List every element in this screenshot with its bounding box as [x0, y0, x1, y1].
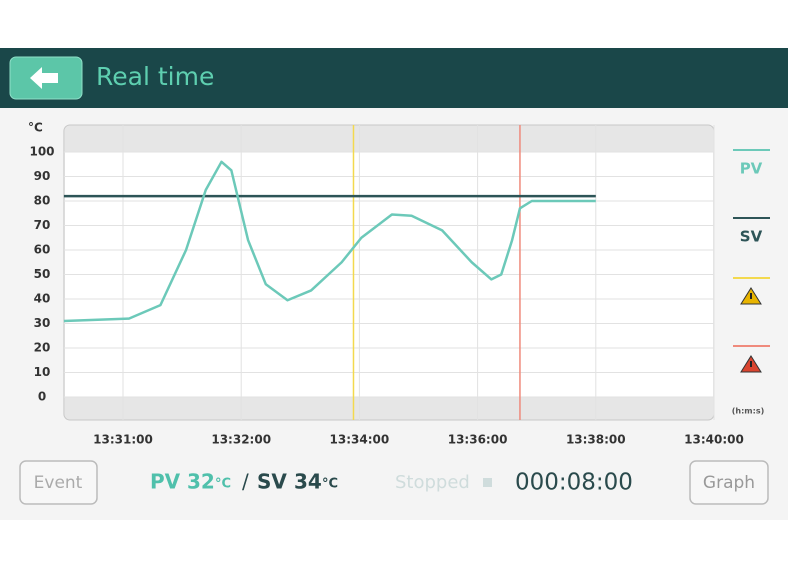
- y-tick-label: 90: [34, 169, 51, 183]
- x-tick-label: 13:31:00: [93, 433, 153, 447]
- series-line: [63, 160, 596, 323]
- x-tick-label: 13:38:00: [566, 433, 626, 447]
- timer: 000:08:00: [515, 470, 633, 496]
- y-tick-label: 80: [34, 194, 51, 208]
- y-tick-label: 10: [34, 365, 51, 379]
- x-tick-label: 13:34:00: [330, 433, 390, 447]
- y-tick-label: 100: [29, 145, 54, 159]
- graph-button[interactable]: Graph: [689, 460, 769, 505]
- y-tick-label: 70: [34, 218, 51, 232]
- graph-label: Graph: [703, 473, 755, 493]
- back-button[interactable]: [9, 56, 83, 100]
- pv-label: PV: [150, 470, 181, 494]
- header-title: Real time: [96, 62, 214, 91]
- event-label: Event: [34, 473, 83, 493]
- sv-unit: °C: [322, 477, 338, 492]
- y-tick-label: 50: [34, 267, 51, 281]
- separator: /: [242, 470, 249, 494]
- y-tick-label: 30: [34, 316, 51, 330]
- status: Stopped: [395, 472, 470, 493]
- legend-label: PV: [740, 160, 763, 178]
- sv-label: SV: [257, 470, 287, 494]
- sv-value: 34: [294, 470, 322, 494]
- legend-label: SV: [740, 228, 763, 246]
- y-tick-label: 0: [38, 390, 46, 404]
- x-tick-label: 13:36:00: [448, 433, 508, 447]
- stop-icon: [483, 478, 492, 487]
- y-tick-label: 60: [34, 243, 51, 257]
- y-tick-label: 20: [34, 341, 51, 355]
- y-unit: °C: [28, 121, 43, 135]
- event-button[interactable]: Event: [19, 460, 98, 505]
- pv-value: 32: [187, 470, 215, 494]
- chart: 0 10 20 30 40 50 60 70 80 90 100 13:31:00 13:32:00 13…: [29, 124, 770, 447]
- x-tick-label: 13:32:00: [211, 433, 271, 447]
- y-tick-label: 40: [34, 292, 51, 306]
- x-unit: (h:m:s): [732, 407, 765, 416]
- pv-unit: °C: [215, 477, 231, 492]
- header-bar: [0, 48, 788, 108]
- x-tick-label: 13:40:00: [684, 433, 744, 447]
